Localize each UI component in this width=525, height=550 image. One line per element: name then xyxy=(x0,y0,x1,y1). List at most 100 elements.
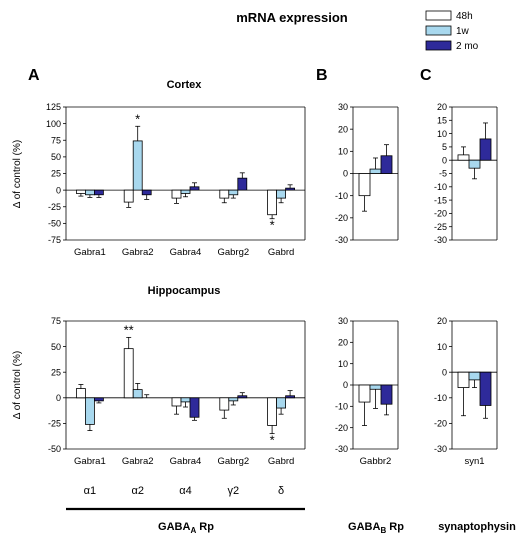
y-tick-label: -20 xyxy=(335,213,348,223)
bar-48h-value xyxy=(358,173,371,197)
bar-2mo-Gabra1 xyxy=(94,397,104,402)
y-tick-label: -25 xyxy=(48,419,61,429)
significance-marker: * xyxy=(270,433,275,448)
bar-2mo-value xyxy=(380,155,393,174)
y-tick-label: 20 xyxy=(437,102,447,112)
bar-48h-Gabra2 xyxy=(123,189,134,203)
category-label: Gabrg2 xyxy=(217,247,249,258)
y-tick-label: 0 xyxy=(343,169,348,179)
subunit-label: α4 xyxy=(179,485,191,497)
y-tick-label: 10 xyxy=(437,342,447,352)
y-tick-label: 10 xyxy=(338,359,348,369)
bar-2mo-value xyxy=(479,138,492,161)
subunit-label: α1 xyxy=(84,485,96,497)
y-tick-label: 5 xyxy=(442,142,447,152)
panel-letter-c: C xyxy=(420,67,432,84)
bar-1w-syn1 xyxy=(468,371,481,381)
y-tick-label: 0 xyxy=(343,380,348,390)
y-tick-label: 0 xyxy=(56,185,61,195)
y-tick-label: 25 xyxy=(51,169,61,179)
y-tick-label: -20 xyxy=(335,423,348,433)
bar-48h-Gabra1 xyxy=(76,388,86,399)
bar-48h-value xyxy=(457,154,470,161)
category-label: Gabrg2 xyxy=(217,456,249,467)
y-tick-label: -30 xyxy=(434,235,447,245)
figure-title: mRNA expression xyxy=(236,10,348,25)
y-tick-label: -30 xyxy=(335,444,348,454)
bar-2mo-Gabra2 xyxy=(141,189,152,196)
y-tick-label: 20 xyxy=(338,338,348,348)
y-tick-label: -25 xyxy=(48,202,61,212)
panel-letter-a: A xyxy=(28,67,40,84)
y-tick-label: 10 xyxy=(437,129,447,139)
gabaa-label: GABAA Rp xyxy=(158,521,214,535)
gabab-label: GABAB Rp xyxy=(348,521,404,535)
y-tick-label: -75 xyxy=(48,235,61,245)
y-tick-label: 15 xyxy=(437,116,447,126)
bar-1w-Gabra4 xyxy=(180,397,191,403)
y-tick-label: 0 xyxy=(442,367,447,377)
bar-48h-Gabrg2 xyxy=(219,189,230,199)
y-tick-label: -30 xyxy=(434,444,447,454)
bar-48h-Gabbr2 xyxy=(358,384,371,403)
chart-c-cortex: 20 15 10 5 0 -5 -10 -15 -20 -25 -30 xyxy=(434,102,498,245)
bar-2mo-Gabrd xyxy=(285,395,296,399)
category-label: Gabra2 xyxy=(122,247,154,258)
bar-1w-Gabrd xyxy=(276,397,287,409)
bar-2mo-Gabrg2 xyxy=(237,177,248,191)
legend-swatch-48h xyxy=(425,10,452,21)
bar-1w-Gabbr2 xyxy=(369,384,382,390)
y-tick-label: -20 xyxy=(434,209,447,219)
y-tick-label: 20 xyxy=(437,316,447,326)
y-tick-label: -10 xyxy=(434,393,447,403)
category-label: Gabra1 xyxy=(74,247,106,258)
bar-48h-Gabrd xyxy=(267,189,278,216)
y-tick-label: -15 xyxy=(434,195,447,205)
bar-1w-value xyxy=(369,168,382,174)
y-tick-label: 0 xyxy=(56,393,61,403)
y-tick-label: 125 xyxy=(46,102,61,112)
panel-letter-b: B xyxy=(316,67,328,84)
bar-2mo-Gabbr2 xyxy=(380,384,393,405)
bar-2mo-Gabra1 xyxy=(94,189,104,196)
bar-2mo-Gabrg2 xyxy=(237,395,248,399)
subunit-label: δ xyxy=(278,485,284,497)
bar-48h-Gabrd xyxy=(267,397,278,426)
bar-1w-Gabra2 xyxy=(132,140,143,191)
bar-1w-Gabra2 xyxy=(132,389,143,399)
legend: 48h 1w 2 mo xyxy=(425,10,479,52)
y-tick-label: 30 xyxy=(338,102,348,112)
bar-2mo-Gabrd xyxy=(285,187,296,191)
y-tick-label: 20 xyxy=(338,124,348,134)
category-label: Gabra4 xyxy=(170,456,202,467)
row-title-hippocampus: Hippocampus xyxy=(148,285,221,297)
y-tick-label: 50 xyxy=(51,152,61,162)
category-label: Gabra2 xyxy=(122,456,154,467)
bar-1w-Gabrg2 xyxy=(228,397,239,402)
y-tick-label: 25 xyxy=(51,367,61,377)
y-tick-label: 0 xyxy=(442,155,447,165)
bar-1w-value xyxy=(468,159,481,169)
y-tick-label: 100 xyxy=(46,119,61,129)
chart-a-cortex: 125 100 75 50 25 0 -25 -50 -75 Δ of control (%) * *… xyxy=(12,102,306,258)
y-tick-label: -5 xyxy=(439,169,447,179)
y-tick-label: 75 xyxy=(51,316,61,326)
bar-2mo-Gabra4 xyxy=(189,397,200,418)
y-tick-label: -20 xyxy=(434,419,447,429)
significance-marker: * xyxy=(135,111,140,126)
legend-swatch-1w xyxy=(425,25,452,36)
y-tick-label: -10 xyxy=(434,182,447,192)
y-tick-label: -50 xyxy=(48,219,61,229)
y-tick-label: 10 xyxy=(338,147,348,157)
y-tick-label: 50 xyxy=(51,342,61,352)
y-tick-label: 75 xyxy=(51,135,61,145)
subunit-labels: α1 α2 α4 γ2 δ xyxy=(84,485,285,497)
bar-48h-Gabra1 xyxy=(76,189,86,194)
y-tick-label: -10 xyxy=(335,191,348,201)
y-axis-label: Δ of control (%) xyxy=(12,140,23,208)
y-tick-label: -50 xyxy=(48,444,61,454)
bar-48h-Gabrg2 xyxy=(219,397,230,411)
bar-1w-Gabrg2 xyxy=(228,189,239,196)
